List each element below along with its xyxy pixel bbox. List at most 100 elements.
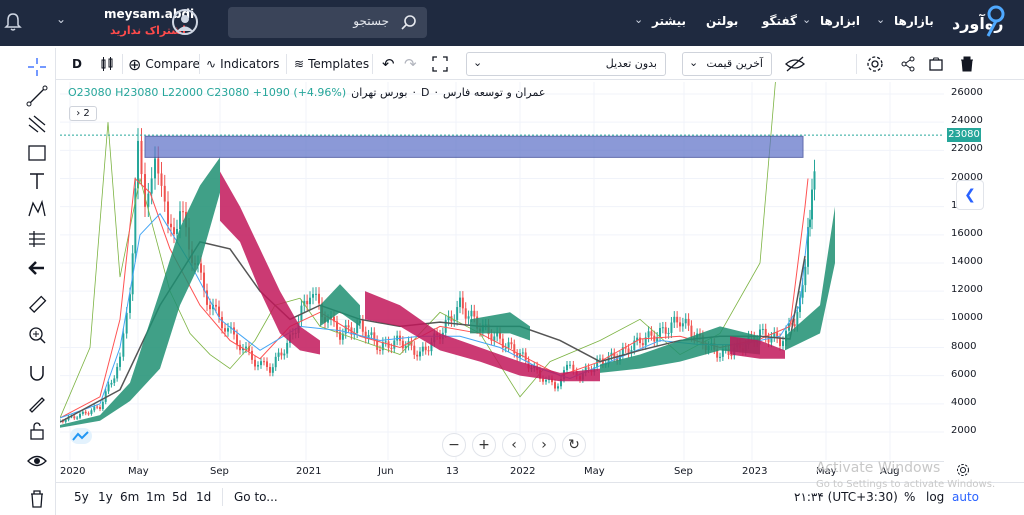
scroll-left-button[interactable]: ‹ [502, 433, 526, 457]
candle-body [221, 317, 223, 329]
candle-body [545, 380, 547, 382]
scroll-right-chevron-icon[interactable]: ❮ [956, 180, 984, 210]
fullscreen-icon[interactable] [432, 48, 448, 80]
auto-toggle[interactable]: auto [952, 490, 980, 504]
percent-toggle[interactable]: % [904, 490, 916, 504]
snapshot-icon[interactable] [928, 48, 944, 80]
cloud-bearish [220, 171, 320, 355]
hide-eye-icon[interactable] [784, 48, 806, 80]
nav-chat[interactable]: گفتگو [762, 14, 798, 28]
scroll-right-button[interactable]: › [532, 433, 556, 457]
compare-button[interactable]: ⊕ Compare [128, 48, 200, 80]
price-axis[interactable]: 2600024000220002000018000160001400012000… [945, 82, 995, 460]
range-1y[interactable]: 1y [98, 490, 113, 504]
goto-button[interactable]: Go to... [234, 490, 278, 504]
forecast-tool-icon[interactable] [26, 228, 48, 250]
range-6m[interactable]: 6m [120, 490, 140, 504]
chevron-down-icon: ⌄ [473, 56, 483, 69]
price-chart[interactable] [60, 82, 944, 460]
nav-more-chevron-icon[interactable]: ⌄ [634, 13, 644, 26]
back-arrow-icon[interactable] [26, 257, 48, 279]
nav-bulletin[interactable]: بولتن [706, 14, 739, 28]
username[interactable]: meysam.abdi [104, 7, 195, 21]
magnet-icon[interactable] [26, 362, 48, 384]
candle-body [150, 178, 153, 194]
zoom-in-button[interactable]: + [472, 433, 496, 457]
nav-tools-chevron-icon[interactable]: ⌄ [802, 13, 812, 26]
candle-body [516, 353, 519, 358]
candle-body [641, 343, 644, 346]
indicator-toggle[interactable]: › 2 [69, 106, 97, 121]
trash-icon[interactable] [26, 488, 48, 510]
user-menu-chevron-icon[interactable]: ⌄ [56, 12, 67, 26]
candle-body [356, 323, 359, 333]
candle-body [140, 140, 143, 175]
activate-windows-title: Activate Windows [816, 460, 941, 476]
time-axis[interactable]: 2020 May Sep 2021 Jun 13 2022 May Sep 2023 May Aug [60, 461, 944, 479]
indicators-button[interactable]: ∿ Indicators [206, 48, 279, 80]
search-input[interactable]: جستجو [228, 7, 427, 38]
lock-icon[interactable] [26, 420, 48, 442]
fib-tool-icon[interactable] [26, 113, 48, 135]
axis-settings-gear-icon[interactable] [956, 463, 970, 477]
price-type-value: آخرین قیمت [706, 57, 763, 70]
pattern-tool-icon[interactable] [26, 198, 48, 220]
crosshair-icon[interactable] [26, 56, 48, 78]
interval-button[interactable]: D [72, 57, 82, 71]
settings-gear-icon[interactable] [866, 48, 884, 80]
avatar[interactable] [172, 9, 198, 35]
lock-pencil-icon[interactable] [26, 392, 48, 414]
candle-body [467, 316, 470, 319]
logo-icon[interactable] [984, 4, 1008, 38]
eye-icon[interactable] [26, 450, 48, 472]
undo-icon[interactable]: ↶ [382, 55, 395, 73]
price-type-select[interactable]: آخرین قیمت ⌄ [682, 52, 772, 76]
log-toggle[interactable]: log [926, 490, 945, 504]
candle-body [401, 340, 404, 349]
text-tool-icon[interactable] [26, 170, 48, 192]
templates-button[interactable]: ≋ Templates [294, 48, 369, 80]
candle-body [684, 318, 687, 324]
rectangle-tool-icon[interactable] [26, 142, 48, 164]
range-1m[interactable]: 1m [146, 490, 166, 504]
bell-icon[interactable] [4, 12, 22, 32]
zoom-in-icon[interactable] [26, 324, 48, 346]
nav-markets[interactable]: بازارها [894, 14, 934, 28]
nav-tools[interactable]: ابزارها [820, 14, 860, 28]
range-5y[interactable]: 5y [74, 490, 89, 504]
candle-body [125, 312, 128, 334]
nav-markets-chevron-icon[interactable]: ⌄ [876, 13, 886, 26]
reset-chart-button[interactable]: ↻ [562, 433, 586, 457]
range-1d[interactable]: 1d [196, 490, 212, 504]
candle-body [444, 320, 447, 333]
clock-time[interactable]: ۲۱:۳۴ (UTC+3:30) [794, 490, 898, 504]
share-icon[interactable] [900, 48, 916, 80]
y-tick-label: 26000 [951, 87, 983, 98]
adjustment-select[interactable]: بدون تعدیل ⌄ [466, 52, 666, 76]
candle-body [490, 334, 493, 341]
candle-body [773, 332, 776, 337]
trend-line-icon[interactable] [26, 85, 48, 107]
range-5d[interactable]: 5d [172, 490, 188, 504]
delete-icon[interactable] [960, 48, 974, 80]
symbol-title: عمران و توسعه فارس [442, 86, 546, 99]
candle-body [730, 354, 733, 356]
candle-body [306, 300, 309, 305]
candle-body [283, 353, 286, 356]
candle-type-icon[interactable] [100, 48, 114, 80]
candle-body [572, 364, 575, 372]
candle-body [242, 348, 244, 351]
adjustment-value: بدون تعدیل [605, 57, 657, 70]
candle-body [341, 333, 344, 340]
x-tick-label: 2020 [60, 466, 86, 477]
zoom-out-button[interactable]: − [442, 433, 466, 457]
candle-body [277, 352, 280, 357]
redo-icon[interactable]: ↷ [404, 55, 417, 73]
search-icon [401, 15, 416, 30]
candle-body [473, 310, 476, 317]
nav-more[interactable]: بیشتر [652, 14, 686, 28]
candle-body [81, 411, 84, 414]
ruler-icon[interactable] [26, 294, 48, 316]
candle-body [519, 353, 521, 358]
candle-body [619, 355, 621, 361]
